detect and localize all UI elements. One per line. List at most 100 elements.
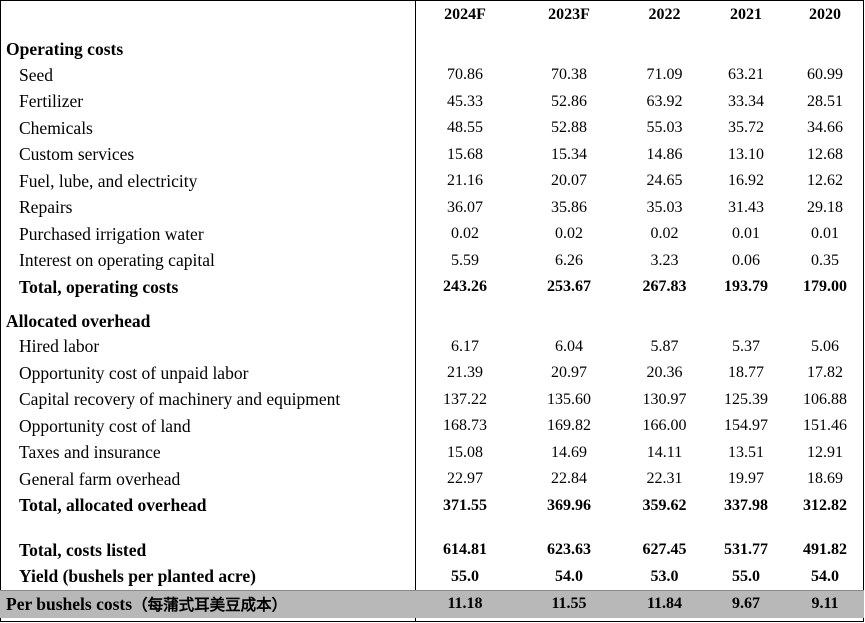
row-label: Custom services bbox=[0, 142, 415, 169]
value-cell: 24.65 bbox=[646, 172, 683, 190]
header-row: 2024F 2023F 2022 2021 2020 bbox=[0, 0, 864, 29]
value-cell: 70.38 bbox=[551, 66, 587, 84]
table-row: Purchased irrigation water 0.02 0.02 0.02 0.… bbox=[0, 221, 864, 248]
value-cell: 9.11 bbox=[786, 590, 864, 618]
value-cell: 6.04 bbox=[555, 337, 583, 355]
value-cell: 137.22 bbox=[443, 390, 487, 408]
value-cell: 22.31 bbox=[646, 470, 683, 488]
value-cell: 36.07 bbox=[447, 198, 483, 216]
value-cell: 22.97 bbox=[447, 470, 483, 488]
section-heading-row: Operating costs bbox=[0, 29, 864, 62]
row-label: Opportunity cost of land bbox=[0, 413, 415, 440]
table-row: Chemicals 48.55 52.88 55.03 35.72 34.66 bbox=[0, 115, 864, 142]
value-cell: 35.72 bbox=[728, 119, 764, 137]
value-cell: 623.63 bbox=[547, 541, 591, 559]
column-divider bbox=[415, 1, 416, 621]
row-label-text: Total, allocated overhead bbox=[19, 495, 207, 516]
value-cell: 359.62 bbox=[642, 496, 687, 514]
value-cell: 169.82 bbox=[547, 417, 591, 435]
value-cell: 70.86 bbox=[447, 66, 483, 84]
value-cell: 55.0 bbox=[732, 567, 760, 585]
header-year: 2022 bbox=[648, 5, 681, 23]
value-cell: 369.96 bbox=[547, 496, 591, 514]
value-cell: 34.66 bbox=[807, 119, 843, 137]
table-row: Taxes and insurance 15.08 14.69 14.11 13.51 1… bbox=[0, 440, 864, 467]
header-year: 2023F bbox=[548, 5, 590, 23]
table-row: Repairs 36.07 35.86 35.03 31.43 29.18 bbox=[0, 195, 864, 222]
table-row: Fuel, lube, and electricity 21.16 20.07 24.… bbox=[0, 168, 864, 195]
table-row: Custom services 15.68 15.34 14.86 13.10 12.68 bbox=[0, 142, 864, 169]
value-cell: 13.51 bbox=[728, 443, 764, 461]
row-label-text: Chemicals bbox=[19, 117, 93, 138]
value-cell: 125.39 bbox=[724, 390, 768, 408]
value-cell: 135.60 bbox=[547, 390, 591, 408]
row-label: General farm overhead bbox=[0, 466, 415, 493]
table-row: Opportunity cost of land 168.73 169.82 166.… bbox=[0, 413, 864, 440]
row-label-text: Per bushels costs bbox=[6, 594, 133, 615]
value-cell: 15.34 bbox=[551, 145, 587, 163]
yield-row: Yield (bushels per planted acre) 55.0 54.0… bbox=[0, 564, 864, 591]
value-cell: 52.86 bbox=[551, 92, 587, 110]
value-cell: 63.21 bbox=[728, 66, 764, 84]
value-cell: 0.35 bbox=[811, 251, 839, 269]
value-cell: 54.0 bbox=[811, 567, 839, 585]
value-cell: 14.86 bbox=[646, 145, 683, 163]
row-label: Fuel, lube, and electricity bbox=[0, 168, 415, 195]
value-cell: 5.37 bbox=[732, 337, 760, 355]
value-cell: 60.99 bbox=[807, 66, 843, 84]
section-heading-row: Allocated overhead bbox=[0, 301, 864, 334]
value-cell: 14.69 bbox=[551, 443, 587, 461]
row-label: Opportunity cost of unpaid labor bbox=[0, 360, 415, 387]
row-label: Seed bbox=[0, 62, 415, 89]
value-cell: 18.69 bbox=[807, 470, 843, 488]
value-cell: 11.18 bbox=[415, 590, 515, 618]
value-cell: 20.97 bbox=[551, 364, 587, 382]
row-label: Interest on operating capital bbox=[0, 248, 415, 275]
value-cell: 33.34 bbox=[728, 92, 764, 110]
row-label-text: Hired labor bbox=[19, 336, 100, 357]
value-cell: 267.83 bbox=[642, 278, 687, 296]
value-cell: 627.45 bbox=[642, 541, 687, 559]
value-cell: 71.09 bbox=[646, 66, 683, 84]
value-cell: 531.77 bbox=[724, 541, 768, 559]
row-label-text: General farm overhead bbox=[19, 468, 181, 489]
value-cell: 35.03 bbox=[646, 198, 683, 216]
value-cell: 52.88 bbox=[551, 119, 587, 137]
value-cell: 29.18 bbox=[807, 198, 843, 216]
value-cell: 14.11 bbox=[646, 443, 683, 461]
value-cell: 15.68 bbox=[447, 145, 483, 163]
value-cell: 0.02 bbox=[650, 225, 679, 243]
value-cell: 20.07 bbox=[551, 172, 587, 190]
table-row: Capital recovery of machinery and equipm… bbox=[0, 387, 864, 414]
value-cell: 22.84 bbox=[551, 470, 587, 488]
value-cell: 0.02 bbox=[555, 225, 583, 243]
value-cell: 0.02 bbox=[451, 225, 479, 243]
value-cell: 6.17 bbox=[451, 337, 479, 355]
value-cell: 106.88 bbox=[803, 390, 847, 408]
row-label-text: Total, costs listed bbox=[19, 539, 147, 560]
row-label: Total, operating costs bbox=[0, 274, 415, 301]
value-cell: 17.82 bbox=[807, 364, 843, 382]
row-label: Total, allocated overhead bbox=[0, 493, 415, 520]
value-cell: 179.00 bbox=[803, 278, 847, 296]
section-heading-operating: Operating costs bbox=[6, 39, 124, 59]
row-label-text: Fuel, lube, and electricity bbox=[19, 170, 198, 191]
value-cell: 63.92 bbox=[646, 92, 683, 110]
value-cell: 5.59 bbox=[451, 251, 479, 269]
value-cell: 3.23 bbox=[650, 251, 679, 269]
row-label: Yield (bushels per planted acre) bbox=[0, 564, 415, 591]
value-cell: 371.55 bbox=[443, 496, 487, 514]
row-label: Repairs bbox=[0, 195, 415, 222]
row-label: Chemicals bbox=[0, 115, 415, 142]
value-cell: 53.0 bbox=[650, 567, 679, 585]
value-cell: 21.39 bbox=[447, 364, 483, 382]
header-year: 2021 bbox=[730, 5, 762, 23]
table-row: Fertilizer 45.33 52.86 63.92 33.34 28.51 bbox=[0, 89, 864, 116]
row-label-text: Total, operating costs bbox=[19, 276, 179, 297]
per-bushel-cost-row: Per bushels costs（每蒲式耳美豆成本） 11.18 11.55 11.… bbox=[0, 590, 864, 618]
value-cell: 154.97 bbox=[724, 417, 768, 435]
value-cell: 18.77 bbox=[728, 364, 764, 382]
value-cell: 11.84 bbox=[623, 590, 706, 618]
table-row: Hired labor 6.17 6.04 5.87 5.37 5.06 bbox=[0, 334, 864, 361]
spacer-cell bbox=[0, 519, 864, 537]
